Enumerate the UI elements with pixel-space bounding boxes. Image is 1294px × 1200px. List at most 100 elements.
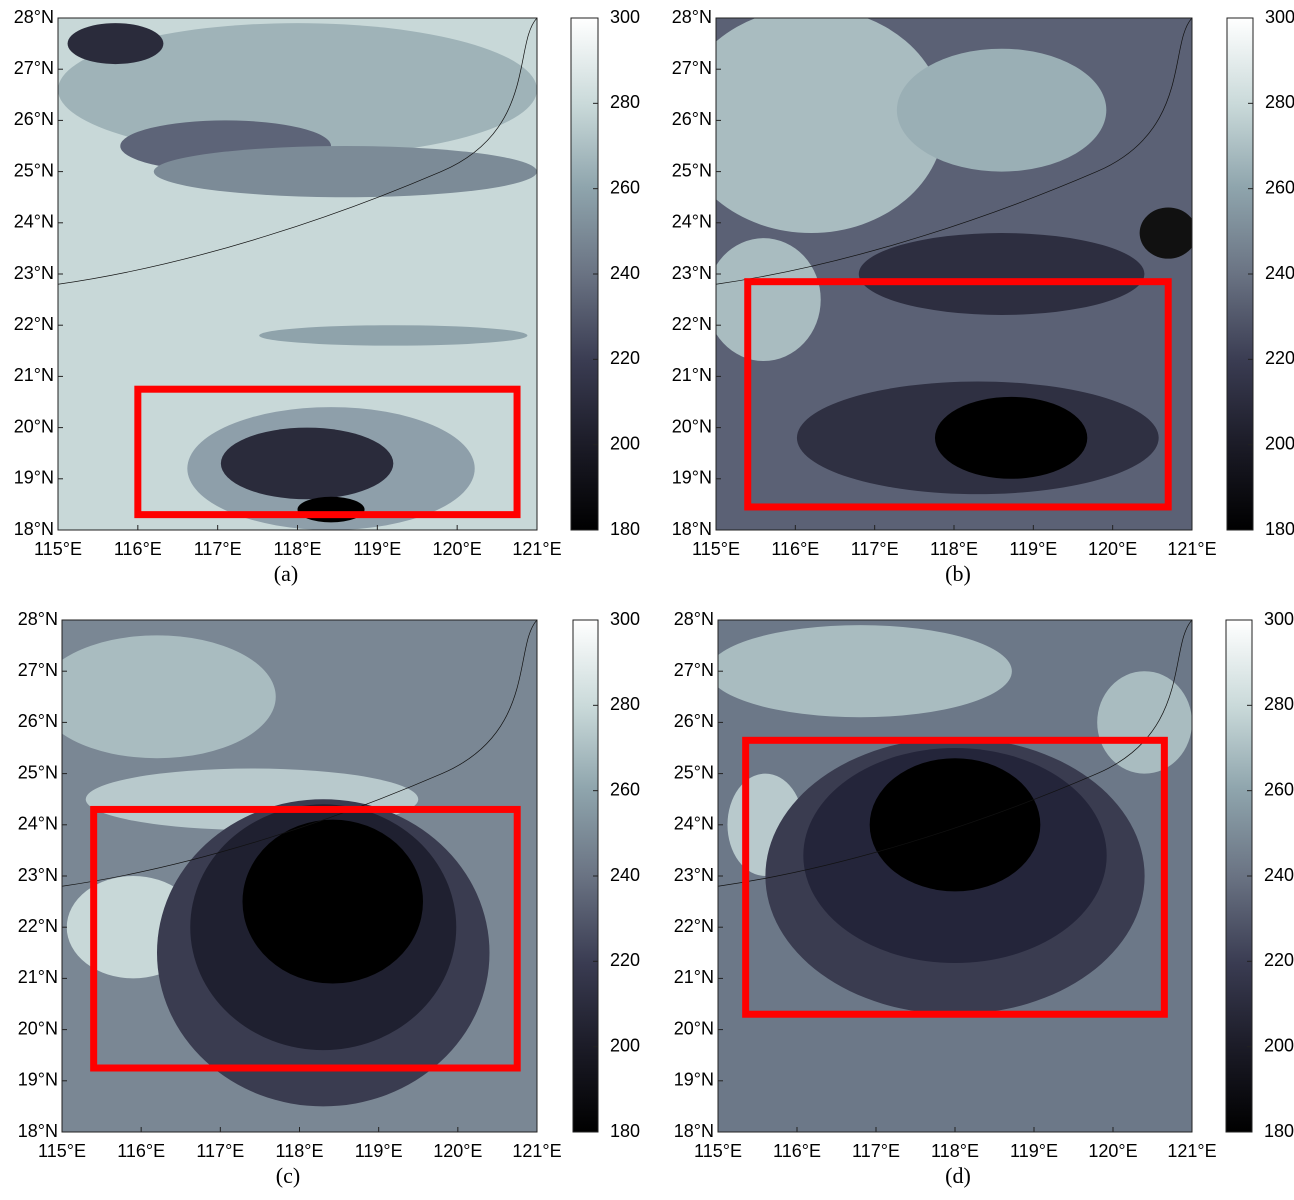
colorbar-tick-label: 300 [610, 609, 640, 629]
colorbar-tick-label: 260 [610, 177, 640, 197]
y-tick-label: 20°N [18, 1018, 58, 1038]
y-tick-label: 25°N [14, 160, 54, 180]
field-region [1140, 207, 1197, 258]
y-tick-label: 27°N [14, 58, 54, 78]
y-tick-label: 25°N [18, 762, 58, 782]
y-tick-label: 19°N [14, 468, 54, 488]
y-tick-label: 27°N [18, 660, 58, 680]
figure: 115°E116°E117°E118°E119°E120°E121°E18°N1… [0, 0, 1294, 1195]
y-tick-label: 22°N [18, 916, 58, 936]
map-field [709, 620, 1192, 1132]
colorbar-tick-label: 180 [1265, 519, 1294, 539]
x-tick-label: 118°E [276, 1141, 324, 1161]
y-tick-label: 21°N [14, 365, 54, 385]
x-tick-label: 116°E [117, 1141, 165, 1161]
colorbar-tick-label: 220 [610, 348, 640, 368]
field-region [38, 635, 276, 758]
colorbar-tick-label: 280 [1265, 92, 1294, 112]
y-tick-label: 23°N [18, 865, 58, 885]
y-tick-label: 19°N [672, 468, 712, 488]
field-region [154, 146, 537, 197]
colorbar-tick-label: 260 [610, 779, 640, 799]
y-tick-label: 26°N [18, 711, 58, 731]
y-tick-label: 22°N [674, 916, 714, 936]
x-tick-label: 115°E [692, 539, 740, 559]
colorbar-tick-label: 300 [1265, 7, 1294, 27]
x-tick-label: 118°E [274, 539, 322, 559]
map-field [678, 8, 1197, 530]
x-tick-label: 115°E [694, 1141, 742, 1161]
field-region [68, 23, 164, 64]
panel-label: (c) [276, 1163, 300, 1188]
colorbar-tick-label: 180 [1264, 1121, 1294, 1141]
colorbar-tick-label: 280 [1264, 694, 1294, 714]
y-tick-label: 18°N [14, 519, 54, 539]
field-region [259, 325, 527, 345]
x-tick-label: 120°E [1088, 1141, 1137, 1161]
x-tick-label: 116°E [114, 539, 162, 559]
field-region [243, 820, 424, 984]
field-region [298, 497, 365, 523]
y-tick-label: 26°N [672, 109, 712, 129]
colorbar-tick-label: 240 [1265, 263, 1294, 283]
y-tick-label: 20°N [672, 416, 712, 436]
y-tick-label: 24°N [18, 814, 58, 834]
field-region [935, 397, 1087, 479]
x-tick-label: 119°E [1010, 1141, 1058, 1161]
colorbar-tick-label: 200 [1264, 1035, 1294, 1055]
x-tick-label: 116°E [773, 1141, 821, 1161]
y-tick-label: 26°N [674, 711, 714, 731]
y-tick-label: 28°N [674, 609, 714, 629]
y-tick-label: 20°N [674, 1018, 714, 1038]
y-tick-label: 18°N [674, 1121, 714, 1141]
colorbar-tick-label: 240 [1264, 865, 1294, 885]
y-tick-label: 24°N [14, 212, 54, 232]
y-tick-label: 23°N [672, 263, 712, 283]
x-tick-label: 121°E [512, 1141, 561, 1161]
map-field [38, 620, 537, 1132]
x-tick-label: 117°E [194, 539, 242, 559]
y-tick-label: 28°N [18, 609, 58, 629]
colorbar-tick-label: 280 [610, 92, 640, 112]
x-tick-label: 121°E [1167, 1141, 1216, 1161]
colorbar-tick-label: 280 [610, 694, 640, 714]
y-tick-label: 24°N [672, 212, 712, 232]
y-tick-label: 27°N [674, 660, 714, 680]
colorbar-tick-label: 180 [610, 1121, 640, 1141]
field-region [897, 49, 1106, 172]
colorbar-tick-label: 260 [1264, 779, 1294, 799]
y-tick-label: 21°N [18, 967, 58, 987]
y-tick-label: 19°N [674, 1070, 714, 1090]
colorbar-tick-label: 220 [1264, 950, 1294, 970]
x-tick-label: 119°E [1009, 539, 1057, 559]
x-tick-label: 121°E [1167, 539, 1216, 559]
x-tick-label: 117°E [852, 1141, 900, 1161]
y-tick-label: 22°N [14, 314, 54, 334]
y-tick-label: 21°N [674, 967, 714, 987]
colorbar-tick-label: 260 [1265, 177, 1294, 197]
y-tick-label: 23°N [14, 263, 54, 283]
colorbar-tick-label: 300 [1264, 609, 1294, 629]
x-tick-label: 118°E [930, 539, 978, 559]
map-field [58, 18, 537, 530]
colorbar-tick-label: 300 [610, 7, 640, 27]
panel-label: (a) [274, 561, 298, 586]
colorbar-tick-label: 240 [610, 865, 640, 885]
x-tick-label: 116°E [771, 539, 819, 559]
field-region [709, 625, 1012, 717]
field-region [706, 238, 820, 361]
y-tick-label: 28°N [14, 7, 54, 27]
x-tick-label: 115°E [34, 539, 82, 559]
colorbar-tick-label: 240 [610, 263, 640, 283]
y-tick-label: 23°N [674, 865, 714, 885]
y-tick-label: 28°N [672, 7, 712, 27]
x-tick-label: 120°E [433, 539, 482, 559]
x-tick-label: 119°E [353, 539, 401, 559]
panel-label: (b) [945, 561, 971, 586]
x-tick-label: 117°E [851, 539, 899, 559]
y-tick-label: 25°N [672, 160, 712, 180]
y-tick-label: 27°N [672, 58, 712, 78]
field-region [870, 758, 1041, 891]
y-tick-label: 21°N [672, 365, 712, 385]
y-tick-label: 20°N [14, 416, 54, 436]
